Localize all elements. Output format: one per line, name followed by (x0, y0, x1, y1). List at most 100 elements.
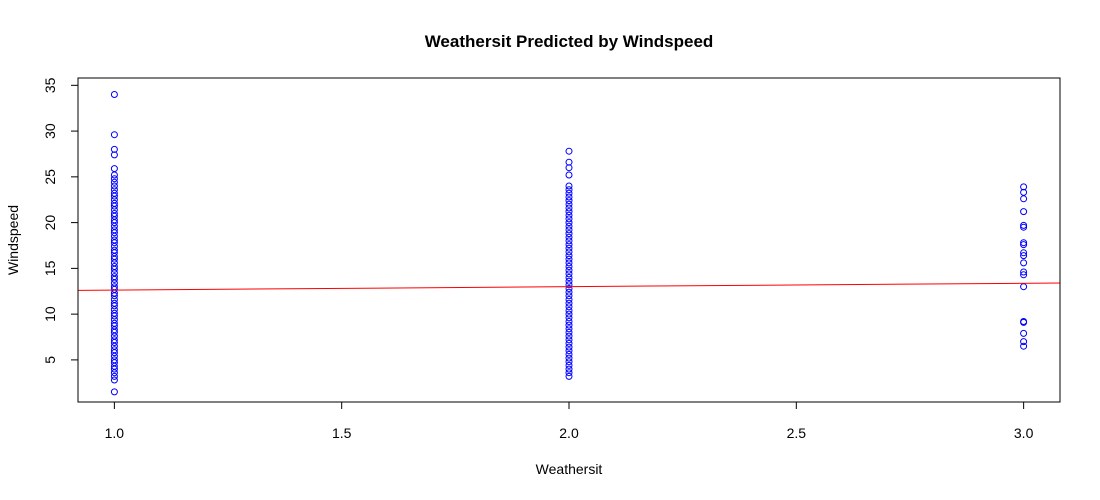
y-tick-label: 10 (42, 306, 58, 322)
data-point (565, 292, 573, 300)
data-point (565, 186, 573, 194)
data-point (1020, 208, 1028, 216)
data-point (110, 309, 118, 317)
data-point (1020, 252, 1028, 260)
x-tick-label: 1.5 (332, 425, 352, 441)
data-point (110, 388, 118, 396)
data-point (565, 314, 573, 322)
data-point (110, 189, 118, 197)
data-point (110, 175, 118, 183)
data-point (1020, 283, 1028, 291)
data-point (565, 197, 573, 205)
data-point (110, 145, 118, 153)
data-point (565, 200, 573, 208)
y-axis-label: Windspeed (5, 205, 21, 275)
x-tick-label: 3.0 (1014, 425, 1034, 441)
data-point (565, 241, 573, 249)
data-point (565, 259, 573, 267)
data-point (565, 230, 573, 238)
data-point (110, 178, 118, 186)
y-tick-label: 25 (42, 169, 58, 185)
data-point (565, 350, 573, 358)
data-point (565, 222, 573, 230)
data-point (565, 361, 573, 369)
x-tick-label: 2.0 (559, 425, 579, 441)
data-point (110, 91, 118, 98)
data-point (110, 336, 118, 344)
data-point (565, 365, 573, 373)
data-point (110, 356, 118, 364)
y-tick-label: 5 (42, 356, 58, 364)
data-point (1020, 241, 1028, 249)
data-point (565, 215, 573, 223)
data-point (565, 244, 573, 252)
data-point (565, 189, 573, 197)
y-axis: 5 10 15 20 25 30 35 (42, 77, 79, 364)
data-point (110, 226, 118, 234)
data-point (565, 336, 573, 344)
data-point (565, 321, 573, 329)
data-point (565, 358, 573, 366)
data-point (110, 263, 118, 270)
data-point (110, 186, 118, 194)
data-point (565, 219, 573, 227)
data-point (110, 199, 118, 207)
data-point (565, 182, 573, 190)
data-point (1020, 183, 1028, 191)
data-point (1020, 239, 1028, 247)
data-point (565, 372, 573, 380)
data-point (565, 211, 573, 219)
data-point (565, 310, 573, 318)
data-point (110, 372, 118, 380)
x-tick-label: 1.0 (105, 425, 125, 441)
data-point (110, 131, 118, 139)
data-point (565, 285, 573, 292)
data-point (110, 171, 118, 179)
data-point (1020, 329, 1028, 337)
data-point (1020, 318, 1028, 325)
data-point (565, 277, 573, 285)
chart-title: Weathersit Predicted by Windspeed (425, 32, 714, 51)
data-point (565, 171, 573, 179)
y-tick-label: 35 (42, 77, 58, 93)
data-point (110, 210, 118, 217)
data-point (1020, 221, 1028, 229)
data-point (565, 299, 573, 307)
data-point (1020, 342, 1028, 350)
data-point (1020, 249, 1028, 257)
data-point (565, 266, 573, 274)
data-point (110, 165, 118, 173)
data-point (110, 273, 118, 281)
data-point (565, 339, 573, 347)
data-point (565, 318, 573, 325)
data-point (565, 274, 573, 281)
data-point (565, 343, 573, 351)
plot-area (77, 91, 1061, 396)
data-point (565, 296, 573, 303)
data-point (565, 347, 573, 355)
data-point (1020, 195, 1028, 203)
data-point (110, 299, 118, 307)
data-point (565, 288, 573, 296)
x-axis-label: Weathersit (536, 461, 603, 477)
data-point (110, 319, 118, 327)
data-point (110, 246, 118, 254)
data-point (565, 369, 573, 377)
data-point (565, 193, 573, 201)
data-point (565, 332, 573, 340)
data-point (565, 252, 573, 260)
data-point (1020, 271, 1028, 279)
data-point (565, 226, 573, 234)
y-tick-label: 20 (42, 215, 58, 231)
regression-line (77, 282, 1061, 291)
x-axis: 1.0 1.5 2.0 2.5 3.0 (105, 401, 1034, 441)
data-point (110, 346, 118, 354)
data-point (565, 204, 573, 212)
data-point (1020, 338, 1028, 346)
data-point (565, 248, 573, 256)
data-point (565, 255, 573, 263)
data-point (110, 236, 118, 244)
data-point (565, 307, 573, 314)
data-point (1020, 268, 1028, 276)
